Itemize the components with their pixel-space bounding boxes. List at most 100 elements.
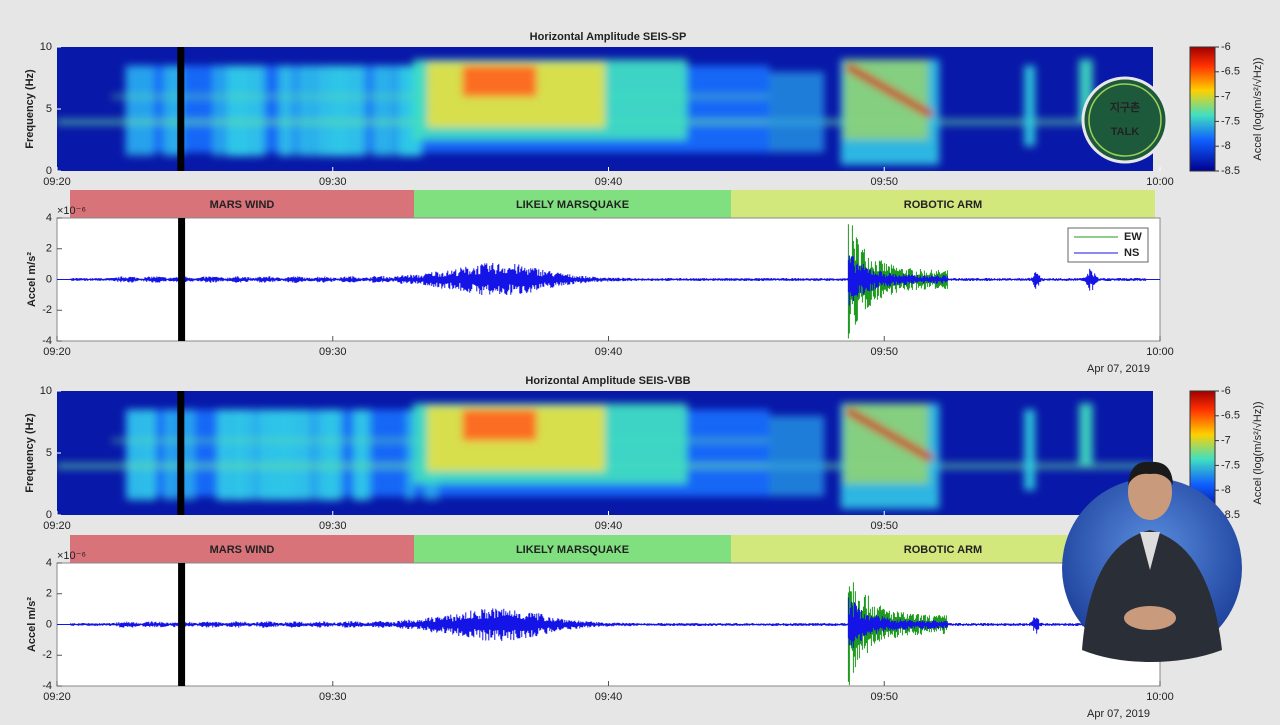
event-band: [414, 535, 731, 563]
spectral-blob: [227, 409, 237, 501]
x-tick-label: 10:00: [1146, 346, 1174, 358]
spectral-blob: [234, 409, 248, 501]
x-tick-label: 09:40: [595, 520, 623, 532]
spectrogram: [57, 47, 1153, 171]
spectral-blob: [338, 65, 350, 157]
spectral-blob: [247, 65, 260, 157]
y-tick-label: 0: [46, 165, 52, 177]
colorbar-tick-label: -6: [1221, 41, 1231, 53]
event-label: ROBOTIC ARM: [904, 199, 982, 211]
spectral-blob: [271, 409, 284, 501]
y-tick-label: 5: [46, 103, 52, 115]
spectral-blob: [924, 453, 933, 461]
colorbar-tick-label: -8: [1221, 140, 1231, 152]
spectral-blob: [900, 95, 909, 104]
logo-ring: [1088, 83, 1162, 157]
spectral-blob: [385, 65, 401, 157]
spectral-blob: [1079, 403, 1093, 466]
spectral-blob: [882, 85, 891, 93]
x-tick-label: 09:30: [319, 520, 347, 532]
spectral-blob: [212, 65, 224, 157]
spectral-blob: [317, 409, 336, 501]
y-axis-label: Accel m/s²: [26, 252, 38, 307]
trace: [847, 255, 948, 306]
colorbar-tick-label: -6.5: [1221, 66, 1240, 78]
spectral-blob: [462, 65, 537, 97]
colorbar-tick-label: -7.5: [1221, 459, 1240, 471]
colorbar-label: Accel (log(m/s²/√Hz)): [1252, 401, 1264, 504]
colorbar-label: Accel (log(m/s²/√Hz)): [1252, 57, 1264, 160]
spectral-blob: [371, 65, 383, 157]
y-axis-label: Accel m/s²: [26, 597, 38, 652]
y-tick-label: -4: [42, 335, 52, 347]
spectral-blob: [906, 443, 915, 451]
spectral-blob: [846, 64, 855, 72]
spectral-blob: [316, 65, 331, 157]
trace: [70, 608, 849, 641]
y-scale-label: ×10⁻⁶: [57, 205, 86, 217]
event-label: MARS WIND: [210, 199, 275, 211]
spectral-blob: [220, 409, 230, 501]
x-tick-label: 10:00: [1146, 691, 1174, 703]
colorbar-tick-label: -7: [1221, 91, 1231, 103]
logo-badge: [1081, 76, 1169, 164]
spectral-blob: [277, 65, 294, 157]
spectral-blob: [858, 71, 867, 79]
y-tick-label: 4: [46, 212, 52, 224]
spectral-blob: [852, 411, 861, 420]
spectral-blob: [405, 409, 415, 501]
event-band: [70, 535, 414, 563]
spectral-blob: [769, 415, 825, 497]
spectral-blob: [924, 109, 933, 117]
x-tick-label: 09:20: [43, 691, 71, 703]
spectral-blob: [143, 65, 155, 157]
time-cursor: [177, 391, 185, 515]
x-tick-label: 09:30: [319, 176, 347, 188]
time-cursor: [178, 563, 186, 686]
y-tick-label: -4: [42, 680, 52, 692]
spectral-blob: [251, 409, 271, 501]
spectral-blob: [356, 409, 369, 501]
signer-hands: [1124, 606, 1176, 630]
event-label: ROBOTIC ARM: [904, 544, 982, 556]
signer-hair: [1128, 461, 1173, 485]
x-tick-label: 09:50: [870, 346, 898, 358]
spectral-blob: [171, 65, 183, 157]
spectral-blob: [225, 65, 238, 157]
event-band: [414, 190, 731, 218]
spectral-blob: [145, 409, 157, 501]
date-label: Apr 07, 2019: [1087, 708, 1150, 720]
spectral-blob: [128, 409, 138, 501]
y-tick-label: 10: [40, 41, 52, 53]
colorbar: [1189, 46, 1216, 172]
x-tick-label: 09:50: [870, 176, 898, 188]
colorbar-tick-label: -6: [1221, 385, 1231, 397]
trace: [70, 262, 849, 296]
x-tick-label: 09:40: [595, 176, 623, 188]
legend-label: NS: [1124, 247, 1139, 259]
legend: [1067, 227, 1149, 263]
spectral-blob: [900, 439, 909, 448]
spectral-blob: [310, 65, 322, 157]
spectral-blob: [876, 81, 885, 90]
y-tick-label: 0: [46, 509, 52, 521]
colorbar-tick-label: -6.5: [1221, 410, 1240, 422]
y-tick-label: -2: [42, 304, 52, 316]
spectral-blob: [398, 65, 412, 157]
spectral-blob: [1024, 65, 1036, 147]
spectral-blob: [846, 408, 855, 416]
spectral-blob: [912, 102, 921, 110]
date-label: Apr 07, 2019: [1087, 363, 1150, 375]
spectral-blob: [876, 425, 885, 434]
event-label: MARS WIND: [210, 544, 275, 556]
y-tick-label: 0: [46, 273, 52, 285]
spectral-blob: [852, 67, 861, 76]
spectrogram: [57, 391, 1153, 515]
x-tick-label: 09:40: [595, 691, 623, 703]
spectral-blob: [1024, 409, 1036, 491]
x-tick-label: 09:30: [319, 691, 347, 703]
x-tick-label: 09:20: [43, 176, 71, 188]
event-label: LIKELY MARSQUAKE: [516, 199, 629, 211]
spectral-blob: [302, 65, 315, 157]
